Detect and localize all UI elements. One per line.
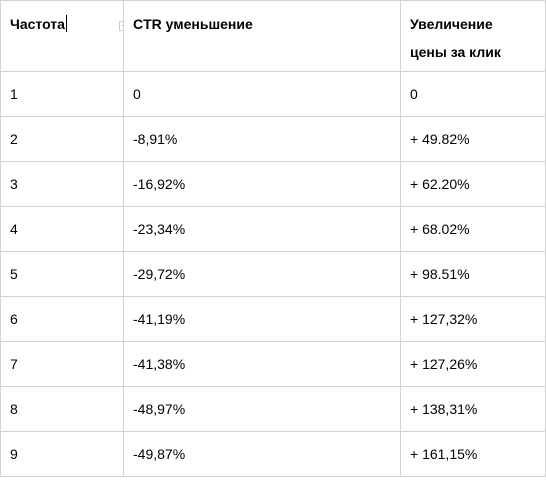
cell-ctr-decrease[interactable]: -48,97% [123,386,401,432]
cell-ctr-decrease[interactable]: -41,38% [123,341,401,387]
table-row: 8 -48,97% + 138,31% [0,386,546,432]
filter-dropdown-icon[interactable] [119,21,123,31]
cell-cpc-increase[interactable]: + 127,26% [400,341,546,387]
header-row: Частота CTR уменьшение Увеличение цены з… [0,0,546,72]
cell-frequency[interactable]: 8 [0,386,124,432]
header-label-cpc-increase-line1: Увеличение [410,16,493,32]
cell-frequency[interactable]: 3 [0,161,124,207]
cell-cpc-increase[interactable]: 0 [400,71,546,117]
cell-ctr-decrease[interactable]: -23,34% [123,206,401,252]
cell-ctr-decrease[interactable]: -8,91% [123,116,401,162]
header-label-frequency: Частота [10,16,65,32]
cell-frequency[interactable]: 1 [0,71,124,117]
cell-cpc-increase[interactable]: + 62.20% [400,161,546,207]
cell-ctr-decrease[interactable]: -41,19% [123,296,401,342]
table-row: 7 -41,38% + 127,26% [0,341,546,387]
cell-cpc-increase[interactable]: + 138,31% [400,386,546,432]
text-cursor [65,15,67,32]
header-cell-cpc-increase[interactable]: Увеличение цены за клик [400,0,546,72]
table-row: 4 -23,34% + 68.02% [0,206,546,252]
cell-frequency[interactable]: 5 [0,251,124,297]
header-cell-frequency[interactable]: Частота [0,0,124,72]
cell-frequency[interactable]: 6 [0,296,124,342]
table-row: 3 -16,92% + 62.20% [0,161,546,207]
cell-ctr-decrease[interactable]: -16,92% [123,161,401,207]
table-row: 9 -49,87% + 161,15% [0,431,546,477]
cell-cpc-increase[interactable]: + 98.51% [400,251,546,297]
cell-frequency[interactable]: 2 [0,116,124,162]
table-row: 2 -8,91% + 49.82% [0,116,546,162]
cell-frequency[interactable]: 9 [0,431,124,477]
cell-frequency[interactable]: 7 [0,341,124,387]
cell-ctr-decrease[interactable]: -49,87% [123,431,401,477]
cell-ctr-decrease[interactable]: 0 [123,71,401,117]
cell-ctr-decrease[interactable]: -29,72% [123,251,401,297]
header-cell-ctr-decrease[interactable]: CTR уменьшение [123,0,401,72]
table-row: 6 -41,19% + 127,32% [0,296,546,342]
cell-cpc-increase[interactable]: + 68.02% [400,206,546,252]
cell-cpc-increase[interactable]: + 161,15% [400,431,546,477]
header-label-cpc-increase-line2: цены за клик [410,44,501,60]
cell-cpc-increase[interactable]: + 49.82% [400,116,546,162]
header-label-ctr-decrease: CTR уменьшение [133,16,253,32]
cell-frequency[interactable]: 4 [0,206,124,252]
table-row: 1 0 0 [0,71,546,117]
cell-cpc-increase[interactable]: + 127,32% [400,296,546,342]
table-row: 5 -29,72% + 98.51% [0,251,546,297]
